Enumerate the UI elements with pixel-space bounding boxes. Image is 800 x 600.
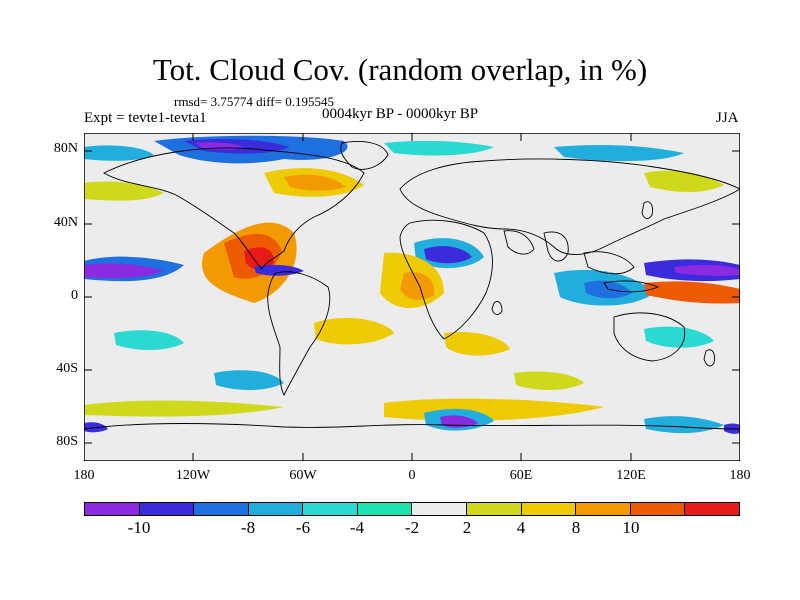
experiment-label: Expt = tevte1-tevta1: [84, 110, 207, 126]
negative-region: [644, 416, 724, 434]
lat-label: 40N: [53, 215, 78, 230]
lon-label: 60W: [289, 468, 317, 483]
period-label: 0004kyr BP - 0000kyr BP: [322, 106, 479, 122]
positive-region: [284, 174, 346, 191]
colorbar-label: -10: [127, 518, 151, 537]
colorbar-label: 4: [516, 518, 526, 537]
coastlines: [84, 141, 740, 430]
colorbar-swatch: [630, 503, 686, 515]
lat-label: 80S: [56, 434, 78, 449]
colorbar-swatch: [521, 503, 577, 515]
colorbar-swatch: [139, 503, 195, 515]
colorbar-swatch: [357, 503, 413, 515]
lat-label: 0: [71, 288, 78, 303]
positive-region: [400, 272, 435, 300]
colorbar-label: 8: [571, 518, 581, 537]
negative-region: [674, 264, 740, 276]
colorbar-swatch: [685, 503, 739, 515]
negative-region: [214, 370, 284, 390]
colorbar-swatch: [303, 503, 358, 515]
positive-region: [444, 331, 510, 356]
positive-region: [644, 170, 724, 192]
colorbar-swatch: [194, 503, 249, 515]
negative-region: [84, 145, 154, 161]
colorbar-swatch: [85, 503, 140, 515]
negative-region: [424, 246, 472, 264]
lon-label: 60E: [509, 468, 533, 483]
lat-label: 80N: [53, 141, 78, 156]
lon-label: 180: [729, 468, 751, 483]
colorbar-label: -6: [295, 518, 311, 537]
positive-region: [84, 400, 284, 417]
positive-region: [244, 247, 274, 270]
colorbar-label: -2: [404, 518, 420, 537]
lon-label: 180: [73, 468, 95, 483]
colorbar-label: 2: [462, 518, 472, 537]
positive-region: [514, 371, 584, 390]
positive-region: [314, 318, 394, 345]
lat-ticks: [84, 150, 740, 444]
colorbar-swatch: [467, 503, 522, 515]
lon-label: 120W: [175, 468, 211, 483]
negative-region: [114, 330, 184, 350]
colorbar-swatch: [248, 503, 304, 515]
colorbar-label: -8: [240, 518, 256, 537]
map-title: Tot. Cloud Cov. (random overlap, in %): [152, 52, 648, 87]
negative-region: [554, 145, 684, 162]
lat-label: 40S: [56, 361, 78, 376]
colorbar-swatch: [576, 503, 631, 515]
negative-region: [644, 326, 714, 348]
cloud-cover-map: [84, 133, 740, 461]
colorbar-label: 10: [622, 518, 640, 537]
colorbar-swatch: [412, 503, 468, 515]
negative-region: [254, 264, 304, 276]
positive-region: [644, 281, 740, 304]
negative-region: [84, 263, 164, 279]
positive-region: [84, 181, 164, 201]
rmsd-diff-stats: rmsd= 3.75774 diff= 0.195545: [174, 94, 334, 109]
lon-ticks: [192, 133, 632, 461]
colorbar-label: -4: [349, 518, 365, 537]
colorbar: [84, 502, 740, 516]
negative-region: [384, 140, 494, 156]
lon-label: 0: [408, 468, 416, 483]
season-label: JJA: [716, 110, 739, 126]
lon-label: 120E: [616, 468, 646, 483]
